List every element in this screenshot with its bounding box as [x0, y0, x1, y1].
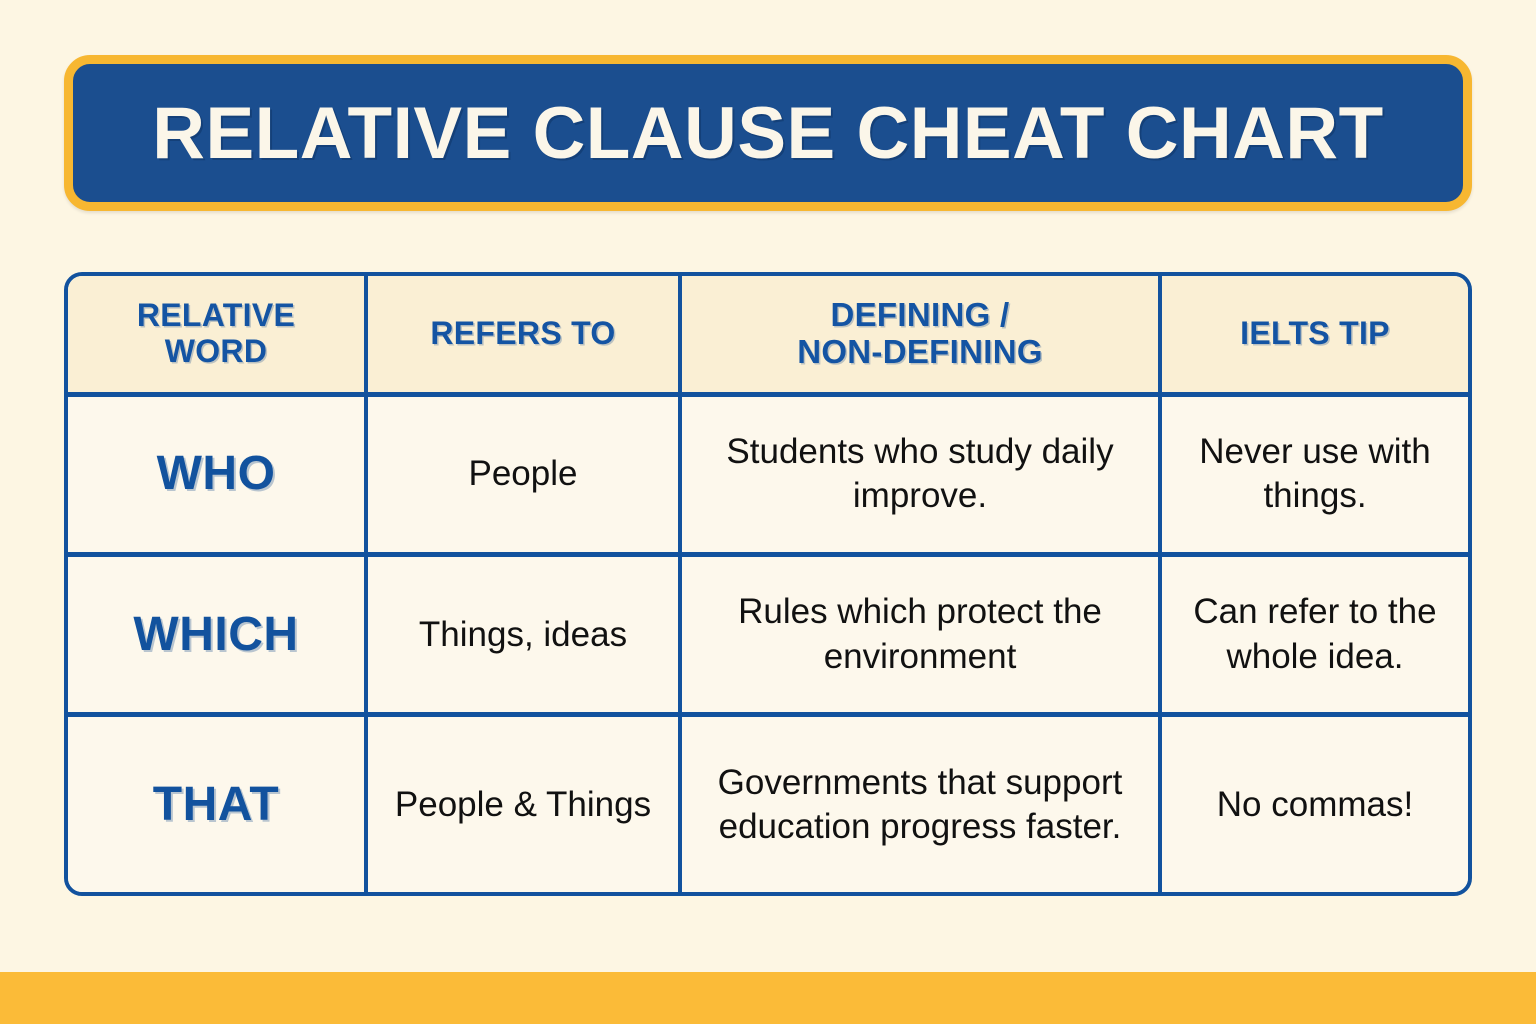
cell-ielts-tip: Can refer to the whole idea.: [1162, 557, 1468, 712]
refers-to-value: People & Things: [394, 784, 652, 824]
refers-to-value: People: [468, 454, 578, 494]
refers-to-value: Things, ideas: [418, 614, 628, 654]
column-header-ielts-tip: IELTS TIP: [1162, 276, 1468, 392]
column-header-defining-non-defining: DEFINING / NON-DEFINING: [682, 276, 1162, 392]
cell-relative-word: WHO: [68, 396, 368, 552]
ielts-tip-value: Can refer to the whole idea.: [1193, 592, 1437, 676]
header-line-2: NON-DEFINING: [797, 332, 1043, 370]
relative-word-value: WHICH: [133, 607, 299, 661]
cell-relative-word: THAT: [68, 717, 368, 892]
header-line-1: RELATIVE: [136, 296, 296, 333]
column-header-ielts-tip-label: IELTS TIP: [1240, 314, 1390, 351]
table-row: WHICH Things, ideas Rules which protect …: [68, 556, 1468, 718]
bottom-accent-bar: [0, 972, 1536, 1024]
ielts-tip-value: No commas!: [1216, 784, 1414, 824]
example-value: Governments that support education progr…: [717, 762, 1123, 846]
relative-word-value: WHO: [156, 447, 276, 501]
table-row: THAT People & Things Governments that su…: [68, 717, 1468, 892]
relative-word-value: THAT: [152, 777, 280, 831]
header-line-1: DEFINING /: [830, 295, 1010, 333]
column-header-relative-word: RELATIVE WORD: [68, 276, 368, 392]
table-row: WHO People Students who study daily impr…: [68, 396, 1468, 557]
cell-refers-to: People & Things: [368, 717, 682, 892]
cell-example: Rules which protect the environment: [682, 556, 1162, 713]
column-header-refers-to: REFERS TO: [368, 276, 682, 392]
example-value: Rules which protect the environment: [738, 592, 1102, 676]
cell-refers-to: Things, ideas: [368, 556, 682, 713]
page-title: RELATIVE CLAUSE CHEAT CHART: [152, 92, 1384, 174]
cell-ielts-tip: No commas!: [1162, 717, 1468, 892]
cell-refers-to: People: [368, 396, 682, 552]
cheat-chart-table: RELATIVE WORD REFERS TO DEFINING / NON-D…: [64, 272, 1472, 896]
table-header-row: RELATIVE WORD REFERS TO DEFINING / NON-D…: [68, 276, 1468, 397]
column-header-relative-word-label: RELATIVE WORD: [136, 296, 296, 370]
ielts-tip-value: Never use with things.: [1199, 432, 1431, 516]
header-line-2: WORD: [164, 332, 268, 369]
cell-ielts-tip: Never use with things.: [1162, 397, 1468, 552]
column-header-refers-to-label: REFERS TO: [430, 314, 616, 351]
cell-example: Governments that support education progr…: [682, 717, 1162, 892]
title-banner: RELATIVE CLAUSE CHEAT CHART: [64, 55, 1472, 211]
example-value: Students who study daily improve.: [726, 432, 1114, 516]
cell-relative-word: WHICH: [68, 556, 368, 713]
cell-example: Students who study daily improve.: [682, 396, 1162, 552]
column-header-defining-label: DEFINING / NON-DEFINING: [797, 295, 1043, 371]
